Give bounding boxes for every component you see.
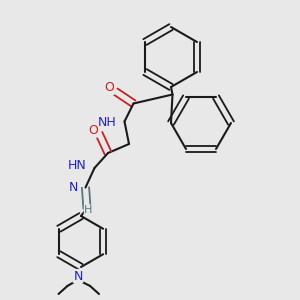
Text: NH: NH — [98, 116, 117, 130]
Text: O: O — [88, 124, 98, 137]
Text: O: O — [104, 81, 114, 94]
Text: HN: HN — [67, 159, 86, 172]
Text: N: N — [73, 269, 83, 283]
Text: N: N — [69, 181, 78, 194]
Text: H: H — [84, 205, 93, 215]
